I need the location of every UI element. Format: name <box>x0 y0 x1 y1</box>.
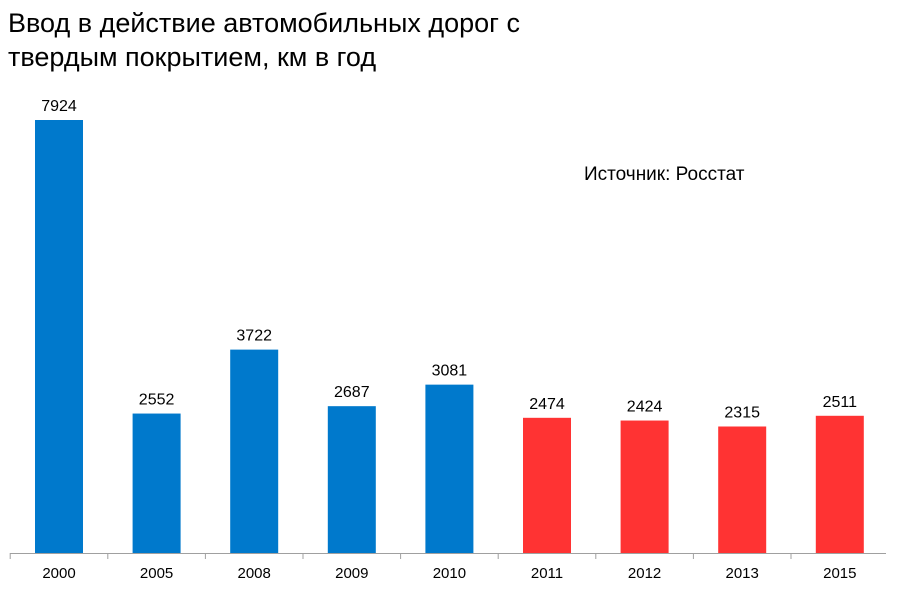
value-label-2013: 2315 <box>724 404 760 421</box>
bar-2010 <box>425 384 474 553</box>
value-label-2000: 7924 <box>41 98 77 115</box>
x-tick-label-2013: 2013 <box>726 565 759 582</box>
chart-title-line-2: твердым покрытием, км в год <box>8 42 377 72</box>
x-tick-label-2000: 2000 <box>42 565 75 582</box>
x-tick-label-2015: 2015 <box>823 565 856 582</box>
bar-2008 <box>230 349 279 553</box>
source-note: Источник: Росстат <box>584 164 745 185</box>
bar-2015 <box>815 415 864 553</box>
x-tick-label-2005: 2005 <box>140 565 173 582</box>
value-label-2012: 2424 <box>627 399 663 416</box>
x-tick-label-2012: 2012 <box>628 565 661 582</box>
x-tick-label-2010: 2010 <box>433 565 466 582</box>
bar-2012 <box>620 420 669 553</box>
x-tick-label-2011: 2011 <box>531 565 563 582</box>
bar-2009 <box>327 406 376 553</box>
chart-title-line-1: Ввод в действие автомобильных дорог с <box>8 8 520 38</box>
x-tick-label-2008: 2008 <box>238 565 271 582</box>
value-label-2008: 3722 <box>236 328 272 345</box>
x-tick-label-2009: 2009 <box>335 565 368 582</box>
bar-2005 <box>132 413 181 553</box>
value-label-2009: 2687 <box>334 384 370 401</box>
bar-2013 <box>718 426 767 553</box>
chart-title: Ввод в действие автомобильных дорог с тв… <box>8 6 608 74</box>
value-label-2005: 2552 <box>139 392 175 409</box>
bar-2000 <box>35 120 83 553</box>
value-label-2015: 2511 <box>823 394 858 411</box>
value-label-2011: 2474 <box>529 396 565 413</box>
value-label-2010: 3081 <box>432 363 468 380</box>
bar-2011 <box>523 417 571 553</box>
